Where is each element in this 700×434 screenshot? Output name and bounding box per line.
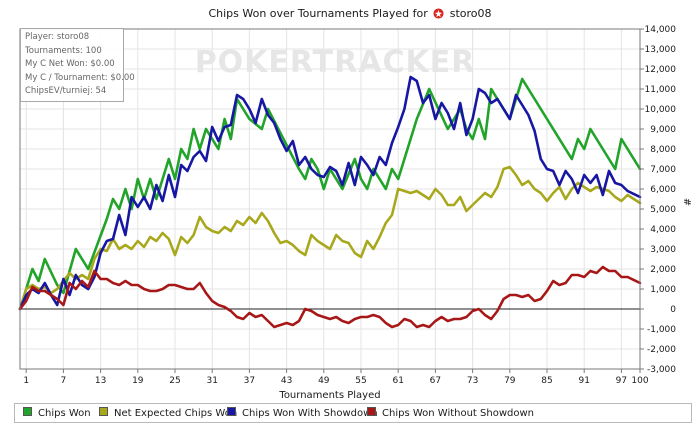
- legend-swatch-without-showdown: [367, 407, 376, 416]
- x-tick-label: 79: [504, 376, 516, 386]
- x-axis-label: Tournaments Played: [278, 390, 380, 401]
- info-tournaments: Tournaments: 100: [25, 45, 102, 56]
- y-tick-label: 13,000: [645, 45, 677, 55]
- x-tick-label: 85: [541, 376, 552, 386]
- x-tick-label: 43: [281, 376, 292, 386]
- legend-item-chips-won[interactable]: Chips Won: [23, 407, 91, 419]
- x-tick-label: 73: [467, 376, 478, 386]
- y-tick-label: 3,000: [650, 245, 676, 255]
- series-line-without-showdown: [18, 265, 642, 329]
- series-line-net-expected: [18, 165, 642, 311]
- legend-item-net-expected[interactable]: Net Expected Chips Won: [99, 407, 237, 419]
- y-tick-label: 1,000: [650, 285, 676, 295]
- x-tick-label: 97: [616, 376, 627, 386]
- y-tick-label: 2,000: [650, 265, 676, 275]
- y-tick-label: 8,000: [650, 145, 676, 155]
- x-tick-label: 91: [578, 376, 589, 386]
- x-tick-label: 61: [392, 376, 403, 386]
- y-tick-label: 9,000: [650, 125, 676, 135]
- chart-title-text: Chips Won over Tournaments Played for: [208, 7, 428, 20]
- y-tick-label: 14,000: [645, 25, 677, 35]
- x-tick-label: 1: [23, 376, 29, 386]
- y-tick-label: 0: [670, 305, 676, 315]
- x-tick-label: 31: [206, 376, 217, 386]
- y-tick-label: 7,000: [650, 165, 676, 175]
- y-tick-label: -2,000: [647, 345, 676, 355]
- x-tick-label: 49: [318, 376, 330, 386]
- y-tick-label: 6,000: [650, 185, 676, 195]
- watermark: POKERTRACKER: [195, 45, 476, 80]
- x-tick-label: 13: [95, 376, 106, 386]
- series-line-with-showdown: [18, 75, 642, 311]
- legend: Chips Won Net Expected Chips Won Chips W…: [14, 403, 692, 423]
- plot-frame: [19, 28, 641, 370]
- x-tick-label: 55: [355, 376, 366, 386]
- info-chips-ev: ChipsEV/turniej: 54: [25, 86, 107, 97]
- info-per-tournament: My C / Tournament: $0.00: [25, 72, 135, 83]
- info-player: Player: storo08: [25, 32, 90, 42]
- x-tick-label: 100: [631, 376, 648, 386]
- y-tick-label: 5,000: [650, 205, 676, 215]
- y-tick-label: -1,000: [647, 325, 676, 335]
- chart-title: Chips Won over Tournaments Played for st…: [0, 7, 700, 22]
- legend-item-with-showdown[interactable]: Chips Won With Showdown: [227, 407, 378, 419]
- pokerstars-logo-icon: [433, 8, 444, 22]
- y-tick-label: -3,000: [647, 365, 676, 375]
- x-tick-label: 25: [169, 376, 180, 386]
- chart-title-player: storo08: [449, 7, 492, 20]
- stats-infobox: Player: storo08 Tournaments: 100 My C Ne…: [20, 28, 135, 102]
- legend-swatch-with-showdown: [227, 407, 236, 416]
- info-net-won: My C Net Won: $0.00: [25, 59, 115, 70]
- y-axis-label: #: [681, 198, 692, 206]
- x-tick-label: 7: [61, 376, 67, 386]
- x-tick-label: 37: [244, 376, 255, 386]
- y-tick-label: 4,000: [650, 225, 676, 235]
- legend-item-without-showdown[interactable]: Chips Won Without Showdown: [367, 407, 534, 419]
- x-tick-label: 19: [132, 376, 144, 386]
- y-tick-label: 11,000: [645, 85, 677, 95]
- y-tick-label: 10,000: [645, 105, 677, 115]
- x-tick-label: 67: [430, 376, 441, 386]
- y-tick-label: 12,000: [645, 65, 677, 75]
- legend-swatch-net-expected: [99, 407, 108, 416]
- legend-swatch-chips-won: [23, 407, 32, 416]
